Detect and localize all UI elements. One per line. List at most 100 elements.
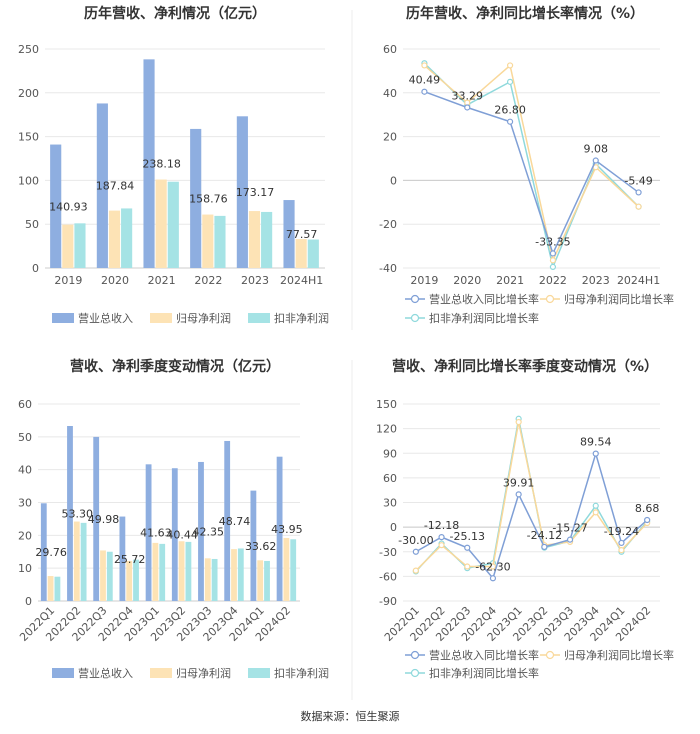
chart4-legend-marker-net — [545, 650, 555, 660]
chart4-y-tick-label: 0 — [390, 521, 397, 534]
chart1-bar-revenue — [283, 200, 295, 268]
chart4-point-revenue — [644, 516, 651, 524]
chart2-data-label: 9.08 — [584, 143, 609, 156]
chart2-data-label: 33.29 — [452, 89, 484, 102]
chart3-bar-net — [231, 549, 237, 601]
chart2-data-label: 40.49 — [409, 74, 441, 87]
chart4-y-tick-label: 60 — [383, 472, 397, 485]
chart1-bar-deducted — [74, 223, 86, 268]
chart3-bar-deducted — [211, 558, 218, 601]
chart1-y-tick-label: 250 — [18, 43, 39, 56]
chart4-point-revenue — [464, 544, 471, 551]
chart3-y-tick-label: 20 — [18, 529, 32, 542]
chart1-legend-label: 扣非净利润 — [274, 311, 329, 325]
chart4-point-revenue — [412, 548, 419, 555]
chart3-legend-label: 归母净利润 — [176, 666, 231, 680]
chart2-legend-marker-revenue — [410, 294, 420, 304]
chart1-bar-net — [108, 210, 121, 268]
chart4-data-label: 39.91 — [503, 476, 535, 489]
chart1-bar-net — [62, 224, 74, 268]
chart2-point-deducted — [549, 263, 557, 271]
chart1-data-label: 187.84 — [96, 180, 135, 193]
chart2-point-net — [549, 257, 557, 264]
chart4-point-net — [618, 547, 625, 554]
chart3-bar-net — [204, 558, 211, 601]
chart3-data-label: 29.76 — [35, 546, 67, 559]
chart3-bar-revenue — [93, 436, 100, 601]
chart1-x-tick-label: 2019 — [54, 274, 82, 287]
chart4-legend-label: 营业总收入同比增长率 — [429, 648, 539, 662]
chart2-x-tick-label: 2022 — [539, 274, 567, 287]
chart2-series-line-revenue — [424, 91, 640, 256]
chart2-point-revenue — [549, 250, 557, 257]
chart1-x-tick-label: 2020 — [101, 274, 129, 287]
chart4-data-label: -30.00 — [398, 534, 433, 547]
chart1-bar-net — [295, 239, 307, 268]
chart2-point-revenue — [592, 157, 599, 164]
chart4-point-net — [438, 542, 445, 549]
chart4-data-label: 89.54 — [580, 436, 612, 449]
chart1-data-label: 140.93 — [49, 200, 88, 213]
chart1-data-label: 77.57 — [286, 228, 318, 241]
chart3-data-label: 40.44 — [166, 529, 198, 542]
chart1-bar-deducted — [214, 215, 226, 268]
chart4-data-label: -12.18 — [424, 519, 459, 532]
chart1-bar-revenue — [236, 116, 248, 269]
chart4-legend-label: 扣非净利润同比增长率 — [429, 666, 539, 680]
chart3-y-tick-label: 30 — [18, 497, 32, 510]
chart1-data-label: 238.18 — [142, 158, 181, 171]
chart1-bar-net — [248, 211, 261, 268]
chart4-y-tick-label: -90 — [379, 595, 397, 608]
chart3-bar-revenue — [40, 503, 47, 601]
chart4-data-label: 8.68 — [635, 502, 660, 515]
chart2-x-tick-label: 2021 — [496, 274, 524, 287]
chart2-point-net — [506, 62, 514, 69]
chart4-series-line-net — [415, 421, 648, 572]
chart3-bar-deducted — [159, 543, 166, 601]
chart3-bar-net — [73, 521, 80, 601]
chart1-legend-swatch-net — [150, 313, 172, 323]
chart1-y-tick-label: 100 — [18, 174, 39, 187]
chart3-bar-deducted — [185, 541, 192, 601]
chart4-point-revenue — [515, 491, 522, 498]
chart3-bar-net — [126, 560, 133, 601]
chart4-y-tick-label: 150 — [376, 398, 397, 411]
chart2-point-net — [635, 203, 642, 210]
chart2-point-revenue — [421, 88, 428, 95]
chart1-x-tick-label: 2022 — [194, 274, 222, 287]
chart2-x-tick-label: 2020 — [453, 274, 481, 287]
chart2-series-line-deducted — [423, 62, 640, 270]
chart4-series-line-revenue — [415, 450, 648, 580]
chart1-bar-revenue — [143, 59, 155, 268]
chart2-point-revenue — [506, 118, 514, 125]
chart2-title: 历年营收、净利同比增长率情况（%） — [406, 5, 644, 22]
chart2-data-label: 26.80 — [494, 104, 526, 117]
chart4-data-label: -19.24 — [604, 525, 639, 538]
chart4-point-revenue — [592, 450, 599, 457]
chart2-y-tick-label: 20 — [383, 131, 397, 144]
chart3-bar-revenue — [224, 440, 231, 601]
chart4-legend-label: 归母净利润同比增长率 — [564, 648, 674, 662]
chart4-point-deducted — [592, 502, 599, 509]
chart4-y-tick-label: 120 — [376, 423, 397, 436]
chart2-legend-label: 扣非净利润同比增长率 — [429, 311, 539, 325]
chart3-data-label: 42.35 — [193, 525, 225, 538]
chart2-legend-label: 归母净利润同比增长率 — [564, 292, 674, 306]
chart2-y-tick-label: 40 — [383, 87, 397, 100]
chart2-legend-marker-net — [545, 294, 555, 304]
chart2-x-tick-label: 2019 — [410, 274, 438, 287]
chart2-point-net — [421, 62, 428, 69]
chart2-data-label: -33.35 — [535, 235, 570, 248]
chart1-data-label: 158.76 — [189, 192, 228, 205]
chart1-bar-revenue — [50, 144, 62, 268]
data-source-footer: 数据来源：恒生聚源 — [300, 710, 400, 723]
chart1-y-tick-label: 0 — [32, 262, 39, 275]
chart3-y-tick-label: 0 — [25, 595, 32, 608]
chart1-title: 历年营收、净利情况（亿元） — [84, 5, 266, 22]
chart3-bar-revenue — [250, 490, 257, 601]
chart3-bar-net — [152, 542, 159, 601]
chart1-bar-deducted — [167, 181, 179, 268]
chart2-y-tick-label: 0 — [390, 174, 397, 187]
chart4-y-tick-label: -60 — [379, 570, 397, 583]
